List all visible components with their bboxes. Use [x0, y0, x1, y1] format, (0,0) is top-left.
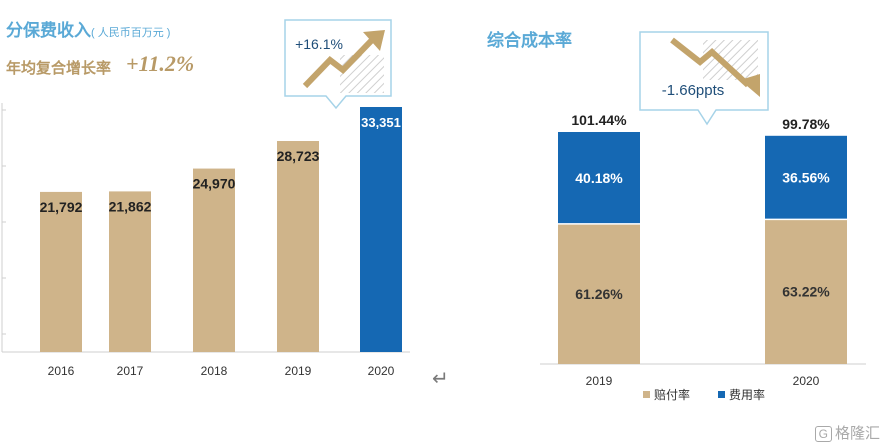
- revenue-bar-2016: [40, 191, 82, 352]
- watermark-text: 格隆汇: [834, 425, 880, 442]
- ratio-change-text: -1.66ppts: [662, 82, 725, 99]
- cagr-value: +11.2%: [126, 51, 195, 76]
- watermark-g-icon: G: [814, 426, 832, 442]
- claims-ratio-bar-2020: [765, 219, 847, 364]
- ratio-x-label-2020: 2020: [793, 374, 820, 388]
- revenue-y-ticks: [2, 109, 6, 335]
- revenue-bars: 21,792 2016 21,862 2017 24,970 2018 28,723 2019…: [40, 107, 402, 378]
- revenue-value-label-2020: 33,351: [361, 115, 401, 130]
- revenue-value-label-2018: 24,970: [193, 176, 236, 192]
- legend-swatch-claims: [643, 391, 650, 398]
- revenue-x-label-2017: 2017: [117, 364, 144, 378]
- watermark-logo: G 格隆汇: [814, 422, 880, 443]
- revenue-bar-2019: [277, 140, 319, 352]
- downtrend-arrow-icon: [670, 37, 751, 88]
- revenue-bar-2020: [360, 107, 402, 352]
- revenue-unit-text: ( 人民币百万元 ): [91, 27, 171, 39]
- revenue-value-label-2019: 28,723: [277, 148, 320, 164]
- claims-ratio-label-2020: 63.22%: [782, 284, 830, 300]
- combined-ratio-title: 综合成本率: [487, 31, 572, 50]
- expense-ratio-label-2019: 40.18%: [575, 170, 623, 186]
- uptrend-arrow-icon: [302, 37, 375, 89]
- revenue-value-label-2016: 21,792: [40, 199, 83, 215]
- combined-ratio-total-2020: 99.78%: [782, 116, 830, 132]
- revenue-x-label-2019: 2019: [285, 364, 312, 378]
- revenue-x-label-2018: 2018: [201, 364, 228, 378]
- legend-swatch-expense: [718, 391, 725, 398]
- callout-hatch: [703, 40, 758, 80]
- ratio-bars: 61.26% 40.18% 101.44% 2019 63.22% 36.56% 99.78…: [558, 112, 847, 388]
- revenue-growth-callout: +16.1%: [284, 19, 392, 110]
- ratio-x-label-2019: 2019: [586, 374, 613, 388]
- cagr-label: 年均复合增长率: [6, 60, 112, 77]
- expense-ratio-bar-2019: [558, 132, 640, 224]
- legend-label-claims: 赔付率: [654, 387, 690, 402]
- revenue-title-text: 分保费收入: [6, 21, 91, 40]
- revenue-bar-2018: [193, 168, 235, 352]
- expense-ratio-label-2020: 36.56%: [782, 170, 830, 186]
- revenue-chart-title: 分保费收入( 人民币百万元 ): [6, 16, 170, 41]
- combined-ratio-total-2019: 101.44%: [571, 112, 627, 128]
- legend-label-expense: 费用率: [729, 387, 765, 402]
- revenue-growth-text: +16.1%: [295, 36, 343, 52]
- revenue-x-label-2016: 2016: [48, 364, 75, 378]
- callout-hatch: [340, 55, 384, 93]
- ratio-change-callout: -1.66ppts: [639, 31, 769, 126]
- expense-ratio-bar-2020: [765, 135, 847, 220]
- claims-ratio-bar-2019: [558, 223, 640, 364]
- ratio-legend: 赔付率 费用率: [643, 387, 765, 402]
- uptrend-arrowhead-icon: [363, 30, 385, 51]
- claims-ratio-label-2019: 61.26%: [575, 286, 623, 302]
- revenue-bar-2017: [109, 191, 151, 352]
- revenue-value-label-2017: 21,862: [109, 198, 152, 214]
- revenue-x-label-2020: 2020: [368, 364, 395, 378]
- downtrend-arrowhead-icon: [740, 74, 760, 97]
- return-icon: ↵: [432, 368, 449, 390]
